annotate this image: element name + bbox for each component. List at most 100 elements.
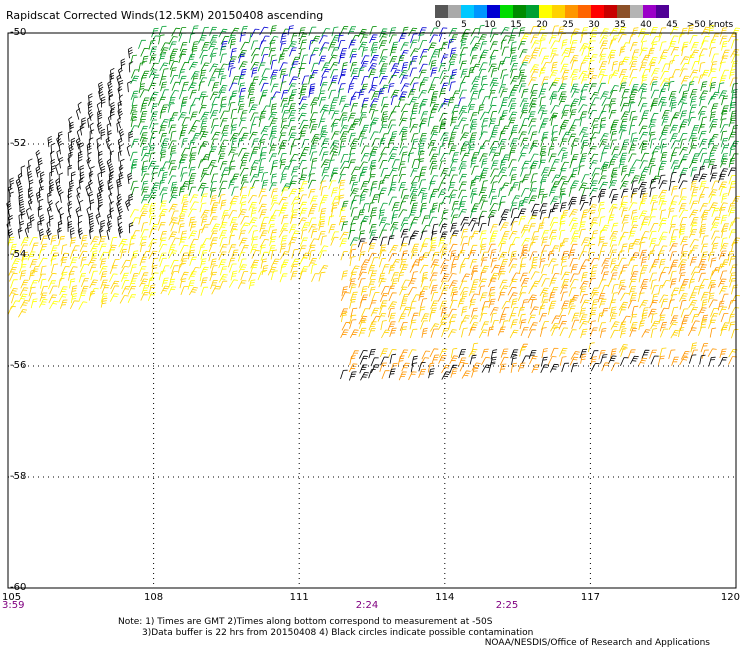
wind-barb bbox=[170, 145, 177, 156]
wind-barb bbox=[670, 140, 680, 149]
wind-barb bbox=[79, 171, 85, 183]
wind-barb bbox=[459, 263, 466, 274]
wind-barb bbox=[500, 39, 507, 50]
wind-barb bbox=[557, 83, 567, 93]
wind-barb bbox=[140, 111, 148, 121]
wind-barb bbox=[669, 243, 678, 252]
wind-barb bbox=[270, 229, 278, 240]
wind-barb bbox=[457, 189, 467, 199]
wind-barb bbox=[520, 145, 529, 154]
wind-barb bbox=[360, 181, 369, 190]
wind-barb bbox=[19, 201, 25, 213]
wind-barb bbox=[388, 27, 397, 37]
wind-barb bbox=[250, 264, 258, 274]
wind-barb bbox=[711, 33, 720, 43]
wind-barb bbox=[39, 292, 48, 302]
wind-barb bbox=[480, 251, 489, 261]
wind-barb bbox=[520, 327, 529, 337]
wind-barb bbox=[521, 355, 530, 365]
wind-barb bbox=[589, 196, 597, 206]
wind-barb bbox=[407, 307, 416, 317]
wind-barb bbox=[628, 77, 637, 87]
wind-barb bbox=[290, 32, 298, 43]
map-title: Rapidscat Corrected Winds(12.5KM) 201504… bbox=[6, 9, 324, 22]
wind-barb bbox=[387, 124, 397, 134]
wind-barb bbox=[660, 298, 669, 308]
wind-barb bbox=[270, 249, 278, 260]
wind-barb bbox=[471, 222, 480, 232]
wind-barb bbox=[609, 299, 617, 310]
wind-barb bbox=[360, 286, 368, 296]
wind-barb bbox=[48, 294, 57, 304]
wind-barb bbox=[189, 194, 199, 203]
wind-barb bbox=[579, 314, 588, 324]
wind-barb bbox=[479, 111, 489, 121]
wind-barb bbox=[280, 173, 287, 184]
wind-barb bbox=[361, 308, 370, 317]
wind-barb bbox=[530, 210, 539, 220]
wind-barb bbox=[581, 174, 590, 183]
legend-swatch bbox=[617, 5, 630, 18]
wind-barb bbox=[621, 214, 630, 224]
wind-barb bbox=[159, 62, 169, 71]
wind-barb bbox=[450, 208, 459, 218]
wind-barb bbox=[678, 203, 687, 213]
wind-barb bbox=[680, 320, 688, 331]
wind-barb bbox=[151, 264, 158, 275]
wind-barb bbox=[429, 160, 438, 170]
wind-barb bbox=[489, 356, 497, 367]
wind-barb bbox=[540, 299, 549, 309]
wind-barb bbox=[718, 61, 726, 72]
wind-barb bbox=[148, 144, 156, 155]
wind-barb bbox=[620, 56, 630, 66]
wind-barb bbox=[409, 264, 419, 273]
wind-barb bbox=[341, 321, 351, 331]
wind-barb bbox=[419, 264, 429, 274]
wind-barb bbox=[539, 313, 547, 323]
wind-barb bbox=[708, 292, 715, 303]
wind-barb bbox=[517, 41, 526, 50]
wind-barb bbox=[349, 355, 356, 366]
wind-barb bbox=[98, 88, 104, 101]
wind-barb bbox=[440, 168, 449, 177]
wind-barb bbox=[619, 46, 626, 57]
wind-barb bbox=[9, 273, 18, 282]
wind-barb bbox=[191, 132, 201, 142]
wind-barb bbox=[689, 104, 697, 114]
wind-barb bbox=[281, 166, 290, 175]
wind-barb bbox=[270, 75, 277, 86]
wind-barb bbox=[417, 256, 425, 267]
wind-barb bbox=[649, 178, 657, 189]
wind-barb bbox=[569, 243, 578, 253]
wind-barb bbox=[77, 220, 83, 233]
wind-barb bbox=[38, 273, 46, 283]
wind-barb bbox=[597, 312, 605, 323]
wind-barb bbox=[447, 273, 457, 282]
wind-barb bbox=[609, 244, 617, 254]
wind-barb bbox=[498, 201, 506, 211]
wind-barb bbox=[29, 259, 38, 269]
wind-barb bbox=[321, 62, 330, 72]
wind-barb bbox=[207, 160, 217, 169]
wind-barb bbox=[288, 103, 296, 113]
wind-barb bbox=[218, 222, 228, 231]
wind-barb bbox=[388, 292, 397, 302]
wind-barb bbox=[499, 313, 507, 324]
wind-barb bbox=[469, 244, 478, 254]
wind-barb bbox=[448, 189, 458, 198]
wind-barb bbox=[210, 265, 218, 275]
wind-barb bbox=[211, 68, 220, 78]
wind-barb bbox=[278, 140, 288, 149]
wind-barb bbox=[530, 140, 539, 150]
wind-barb bbox=[570, 223, 579, 233]
wind-barb bbox=[359, 364, 368, 374]
wind-barb bbox=[368, 69, 377, 79]
wind-barb bbox=[209, 48, 218, 58]
wind-barb bbox=[281, 110, 290, 120]
wind-barb bbox=[491, 264, 500, 274]
wind-barb bbox=[478, 210, 487, 220]
wind-barb bbox=[510, 307, 519, 317]
wind-barb bbox=[389, 327, 397, 338]
wind-barb bbox=[630, 188, 638, 198]
